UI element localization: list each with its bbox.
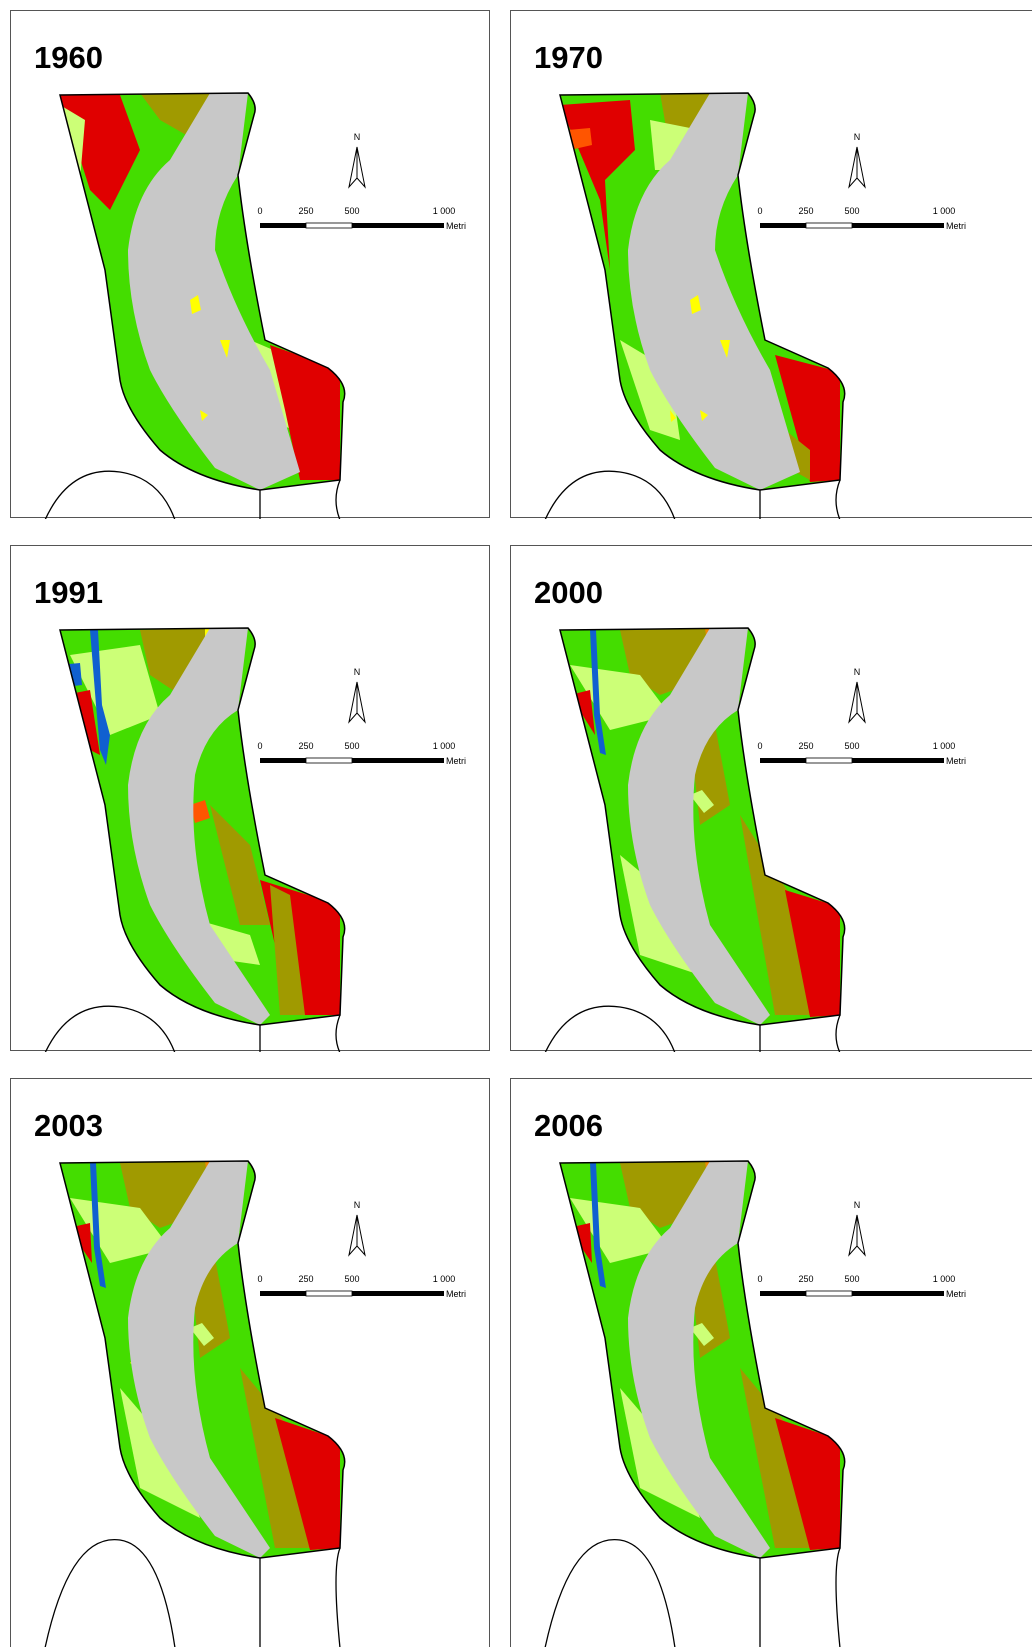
north-label: N: [354, 132, 361, 142]
north-label: N: [854, 1200, 861, 1210]
map-panel: 2006 N 0 250 500 1 000 Metri: [510, 1078, 1032, 1647]
scale-label: 0: [757, 741, 762, 751]
page: {"panels":[{"year":"1960"},{"year":"1970…: [0, 0, 1032, 1646]
year-title: 1991: [34, 575, 103, 610]
scale-seg: [306, 1291, 352, 1296]
north-label: N: [354, 667, 361, 677]
scale-label: 250: [298, 741, 313, 751]
scale-unit: Metri: [946, 1289, 966, 1299]
scale-label: 1 000: [433, 1274, 456, 1284]
map-panel: 1970 N 0 250 500 1 000 Metri: [510, 10, 1032, 519]
scale-label: 0: [757, 206, 762, 216]
scale-label: 500: [344, 741, 359, 751]
scale-unit: Metri: [446, 1289, 466, 1299]
scale-label: 0: [257, 206, 262, 216]
scale-seg: [352, 758, 444, 763]
scale-seg: [806, 223, 852, 228]
scale-label: 500: [844, 1274, 859, 1284]
map-panel: 2003 N 0 250 500 1 000 Metri: [10, 1078, 491, 1647]
scale-label: 0: [257, 1274, 262, 1284]
scale-label: 1 000: [933, 206, 956, 216]
scale-label: 1 000: [433, 741, 456, 751]
map-panel: 1960 N 0 250 500 1 000 Metri: [10, 10, 491, 519]
scale-seg: [760, 758, 806, 763]
scale-label: 250: [798, 741, 813, 751]
scale-seg: [806, 758, 852, 763]
north-label: N: [854, 132, 861, 142]
scale-label: 250: [798, 206, 813, 216]
scale-unit: Metri: [946, 221, 966, 231]
year-title: 2006: [534, 1108, 603, 1143]
scale-seg: [852, 1291, 944, 1296]
scale-seg: [260, 223, 306, 228]
scale-seg: [306, 758, 352, 763]
scale-label: 1 000: [433, 206, 456, 216]
scale-label: 250: [798, 1274, 813, 1284]
map-panel: 1991 N 0 250 500 1 000 Metri: [10, 545, 491, 1052]
north-label: N: [354, 1200, 361, 1210]
scale-seg: [352, 1291, 444, 1296]
scale-unit: Metri: [946, 756, 966, 766]
year-title: 2003: [34, 1108, 103, 1143]
scale-seg: [852, 758, 944, 763]
scale-seg: [852, 223, 944, 228]
north-label: N: [854, 667, 861, 677]
map-panel: 2000 N 0 250 500 1 000 Metri: [510, 545, 1032, 1052]
scale-label: 250: [298, 1274, 313, 1284]
scale-label: 0: [257, 741, 262, 751]
year-title: 2000: [534, 575, 603, 610]
year-title: 1970: [534, 40, 603, 75]
scale-seg: [760, 223, 806, 228]
scale-unit: Metri: [446, 221, 466, 231]
scale-label: 0: [757, 1274, 762, 1284]
scale-unit: Metri: [446, 756, 466, 766]
scale-label: 500: [344, 206, 359, 216]
scale-label: 1 000: [933, 741, 956, 751]
scale-label: 500: [844, 206, 859, 216]
scale-seg: [260, 758, 306, 763]
scale-label: 1 000: [933, 1274, 956, 1284]
scale-seg: [306, 223, 352, 228]
scale-seg: [352, 223, 444, 228]
scale-label: 250: [298, 206, 313, 216]
year-title: 1960: [34, 40, 103, 75]
scale-seg: [260, 1291, 306, 1296]
scale-seg: [806, 1291, 852, 1296]
scale-seg: [760, 1291, 806, 1296]
scale-label: 500: [844, 741, 859, 751]
scale-label: 500: [344, 1274, 359, 1284]
